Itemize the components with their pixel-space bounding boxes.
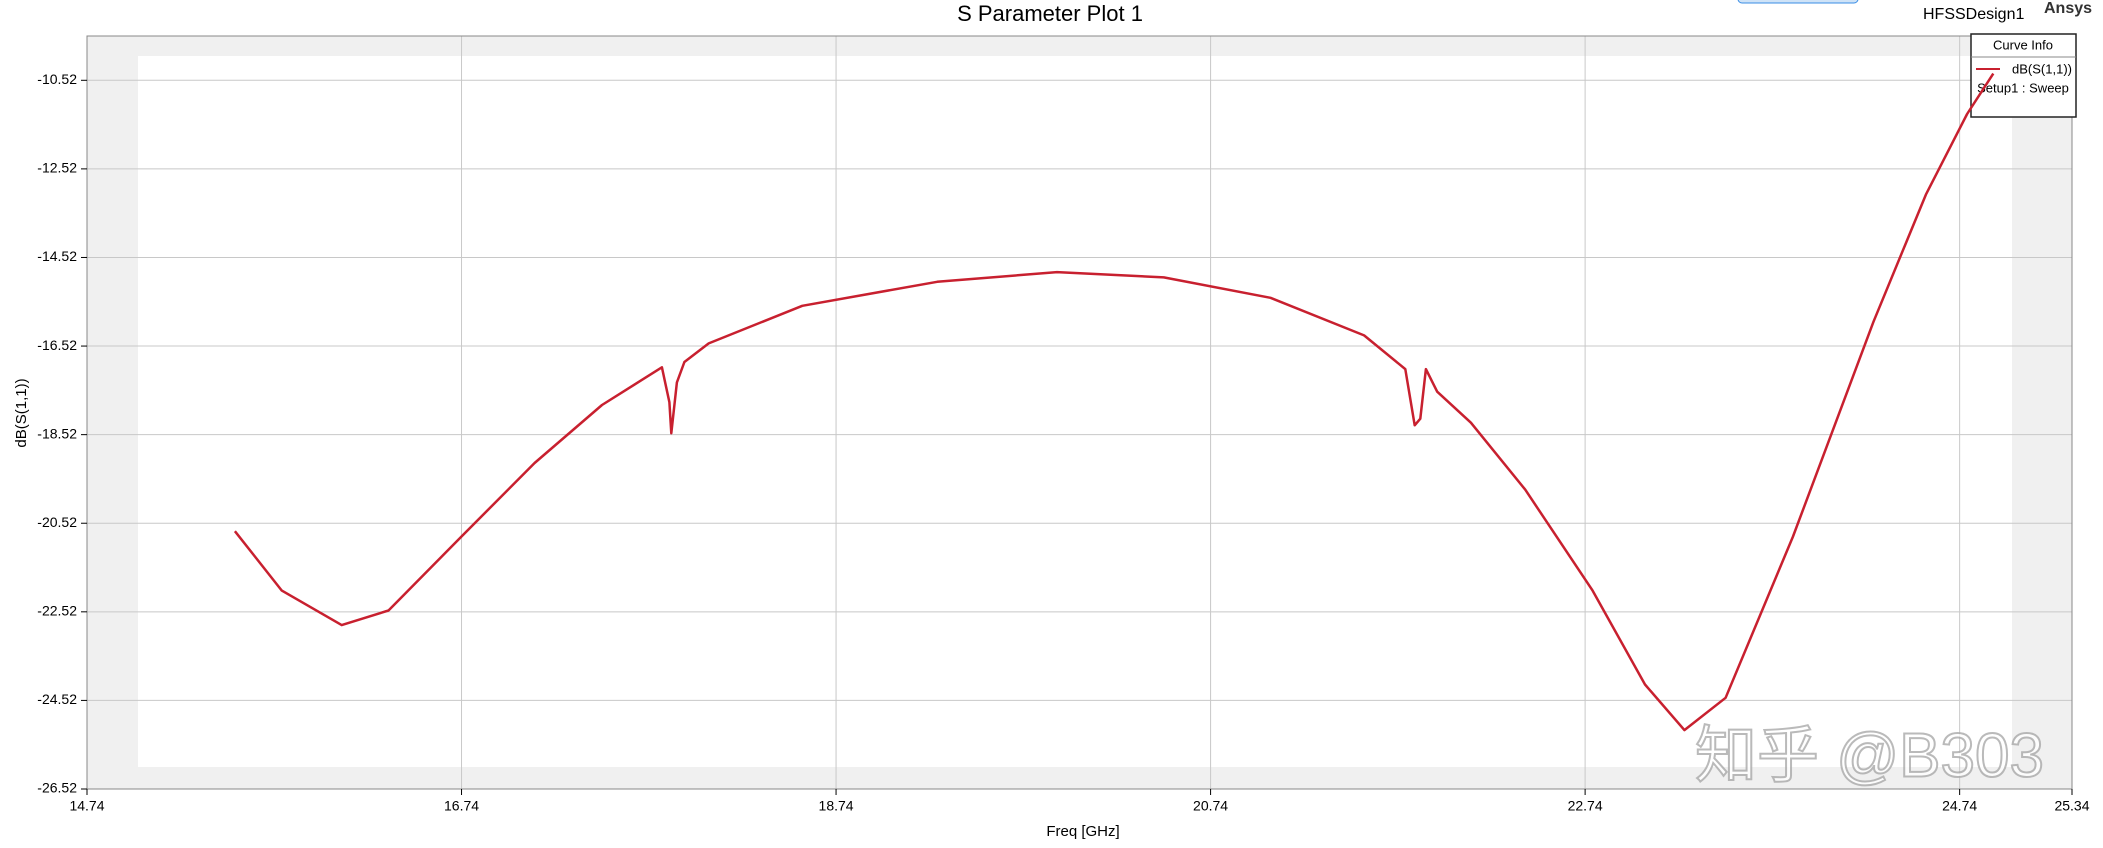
x-tick-label: 16.74 [444, 798, 479, 814]
legend-box [1970, 33, 2077, 118]
x-axis-label: Freq [GHz] [1046, 823, 1119, 840]
y-tick-label: -14.52 [37, 248, 77, 264]
legend-subtitle: Setup1 : Sweep [1977, 80, 2069, 95]
x-tick-label: 24.74 [1942, 798, 1977, 814]
y-axis-label: dB(S(1,1)) [13, 378, 30, 447]
series-line [233, 72, 1995, 732]
toolbar-button[interactable] [1737, 0, 1859, 4]
plot-area [138, 56, 2012, 767]
chart-title: S Parameter Plot 1 [957, 1, 1143, 26]
watermark: 知乎 @B303 [1695, 721, 2044, 790]
legend: Curve Info dB(S(1,1)) Setup1 : Sweep [1970, 33, 2077, 118]
y-tick-label: -26.52 [37, 780, 77, 796]
legend-title: Curve Info [1993, 37, 2053, 52]
legend-entry: dB(S(1,1)) [2012, 61, 2072, 76]
y-tick-label: -12.52 [37, 160, 77, 176]
x-tick-label: 25.34 [2054, 798, 2089, 814]
x-tick-label: 22.74 [1568, 798, 1603, 814]
y-tick-label: -18.52 [37, 425, 77, 441]
design-name: HFSSDesign1 [1923, 6, 2024, 23]
x-tick-label: 20.74 [1193, 798, 1228, 814]
y-tick-label: -16.52 [37, 337, 77, 353]
y-tick-label: -22.52 [37, 603, 77, 619]
y-tick-label: -20.52 [37, 514, 77, 530]
y-tick-label: -24.52 [37, 691, 77, 707]
brand: Ansys [2044, 0, 2092, 17]
x-tick-label: 14.74 [69, 798, 104, 814]
y-tick-label: -10.52 [37, 71, 77, 87]
plot-border [86, 35, 2073, 790]
x-tick-label: 18.74 [819, 798, 854, 814]
